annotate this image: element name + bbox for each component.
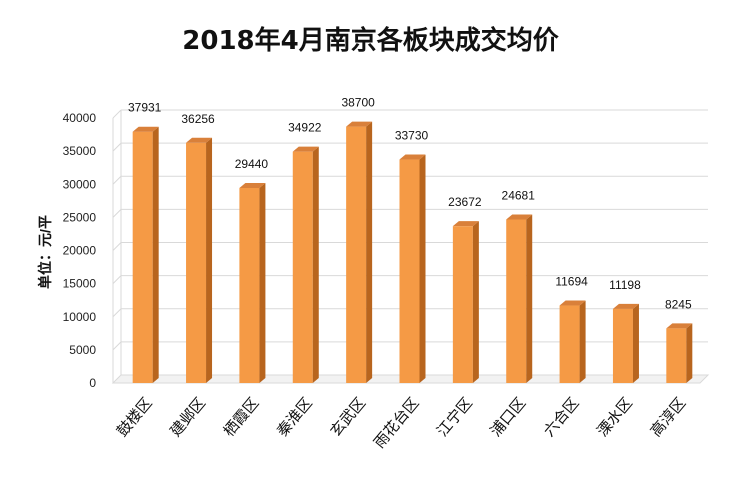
bar-side: [472, 221, 479, 383]
bar: [346, 126, 367, 384]
x-tick-label: 六合区: [541, 395, 583, 440]
y-tick-label: 20000: [63, 244, 97, 258]
x-tick-label: 栖霞区: [221, 395, 263, 440]
data-label: 11694: [555, 275, 588, 289]
x-tick-label: 浦口区: [487, 395, 529, 440]
data-label: 38700: [341, 96, 375, 110]
y-tick-label: 40000: [63, 111, 97, 125]
bar-top: [666, 323, 693, 329]
bar-side: [366, 121, 373, 384]
data-label: 11198: [609, 278, 641, 292]
bar: [399, 159, 420, 383]
data-label: 37931: [128, 101, 162, 115]
data-label: 23672: [448, 195, 482, 209]
bar: [559, 305, 580, 383]
data-label: 24681: [502, 188, 536, 202]
x-tick-label: 建邺区: [167, 395, 209, 440]
bar: [452, 226, 473, 383]
bar-top: [399, 154, 426, 160]
bar-side: [206, 137, 213, 383]
x-tick-label: 高淳区: [647, 394, 690, 440]
bar: [292, 151, 313, 383]
bar: [186, 142, 207, 383]
chart-title: 2018年4月南京各板块成交均价: [182, 26, 559, 56]
x-tick-label: 鼓楼区: [114, 395, 156, 440]
gridline-side: [112, 275, 122, 284]
bar-top: [506, 214, 533, 220]
bar-top: [612, 303, 639, 309]
y-tick-label: 30000: [63, 177, 97, 191]
gridline-side: [112, 209, 122, 218]
bar-top: [346, 121, 373, 127]
gridline-side: [112, 308, 122, 318]
bars: [132, 121, 693, 384]
y-tick-label: 25000: [63, 210, 97, 224]
y-tick-label: 10000: [63, 310, 97, 324]
bar-side: [312, 146, 319, 383]
bar: [506, 219, 527, 383]
y-tick-label: 15000: [63, 277, 97, 291]
gridline-side: [112, 341, 122, 351]
bar: [239, 187, 260, 383]
bar-side: [152, 126, 159, 383]
x-tick-label: 雨花台区: [371, 395, 423, 452]
bar-top: [292, 146, 319, 152]
bar-side: [686, 323, 693, 383]
bar: [666, 328, 687, 383]
bar-side: [419, 154, 426, 383]
x-tick-label: 秦淮区: [274, 395, 316, 440]
bar-top: [186, 137, 213, 143]
data-label: 36256: [181, 112, 215, 126]
gridline-side: [112, 242, 122, 251]
bar: [612, 308, 633, 383]
data-label: 34922: [288, 121, 322, 135]
y-axis-label: 单位：元/平: [37, 215, 53, 289]
bar-top: [132, 126, 159, 132]
data-label: 29440: [235, 157, 269, 171]
y-tick-label: 0: [89, 376, 96, 390]
bar-side: [526, 214, 533, 383]
data-label: 33730: [395, 129, 429, 143]
y-tick-label: 35000: [63, 144, 97, 158]
bar-side: [632, 303, 639, 383]
bar-side: [579, 300, 586, 383]
gridline-side: [112, 142, 122, 152]
x-tick-label: 溧水区: [594, 395, 636, 440]
data-label: 8245: [665, 297, 692, 311]
x-tick-label: 玄武区: [327, 395, 369, 440]
bar: [132, 131, 153, 383]
bar-top: [452, 221, 479, 227]
bar-side: [259, 182, 266, 383]
gridline-side: [112, 175, 122, 185]
gridline-side: [112, 109, 122, 119]
y-tick-label: 5000: [69, 343, 96, 357]
x-tick-label: 江宁区: [434, 395, 476, 440]
bar-top: [239, 182, 266, 188]
bar-top: [559, 300, 586, 306]
